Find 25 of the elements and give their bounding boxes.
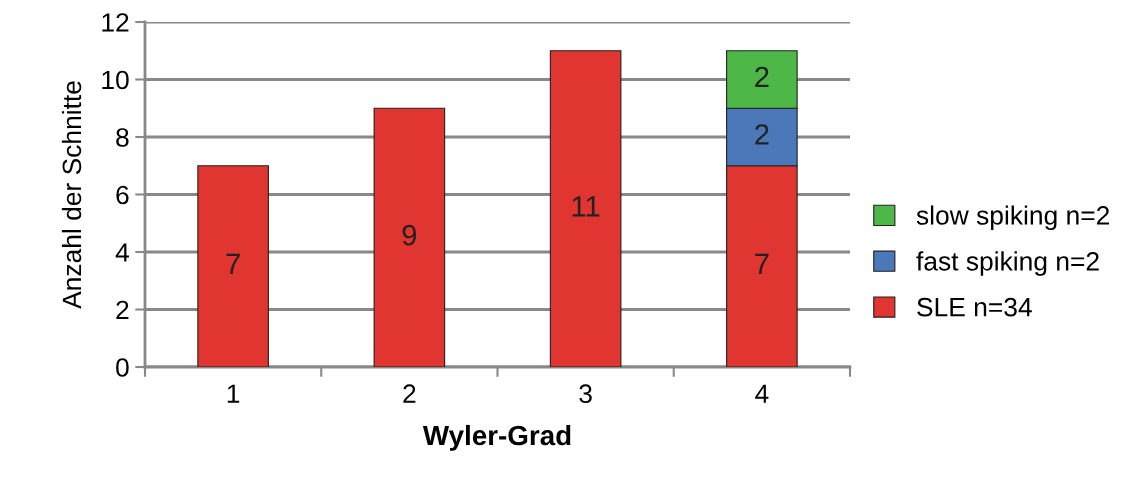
y-tick-label: 10 xyxy=(102,70,129,90)
y-axis-title: Anzahl der Schnitte xyxy=(61,81,82,309)
data-label: 2 xyxy=(755,124,769,145)
x-tick-label: 4 xyxy=(755,384,769,403)
bar xyxy=(549,50,622,367)
y-tick-label: 8 xyxy=(116,128,129,147)
legend-label: slow spiking n=2 xyxy=(916,205,1110,231)
legend-label: fast spiking n=2 xyxy=(916,251,1099,276)
bar xyxy=(197,165,269,367)
data-label: 2 xyxy=(755,66,769,88)
y-tick-label: 4 xyxy=(115,243,129,262)
x-axis-title: Wyler-Grad xyxy=(422,424,571,451)
x-tick-label: 3 xyxy=(579,384,592,404)
y-tick-label: 0 xyxy=(116,358,129,377)
y-tick-label: 12 xyxy=(102,13,129,32)
data-label: 9 xyxy=(402,224,417,246)
y-tick-label: 2 xyxy=(116,300,129,320)
data-label: 11 xyxy=(572,196,600,217)
legend-label: SLE n=34 xyxy=(917,297,1032,317)
data-label: 7 xyxy=(755,253,769,274)
data-label: 7 xyxy=(226,253,240,274)
y-tick-label: 6 xyxy=(116,185,129,205)
bar xyxy=(373,107,446,367)
x-tick-label: 1 xyxy=(227,384,240,403)
x-tick-label: 2 xyxy=(403,384,416,403)
